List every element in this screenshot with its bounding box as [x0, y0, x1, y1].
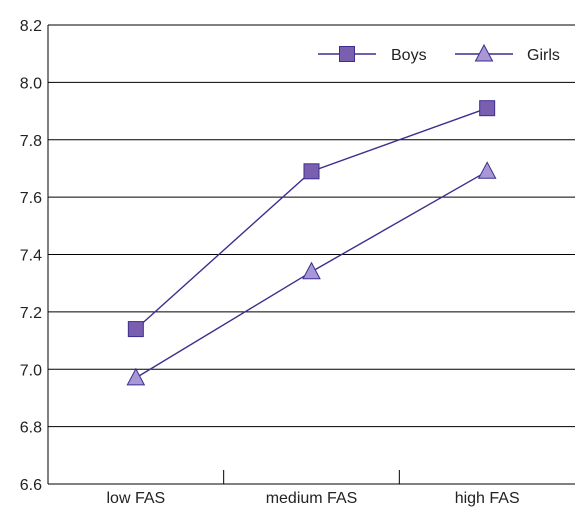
series-group	[126, 100, 497, 386]
legend-label: Boys	[391, 47, 427, 64]
data-point-boys	[479, 100, 496, 117]
legend-marker	[339, 46, 355, 62]
series-girls	[126, 161, 497, 386]
y-tick-label: 7.4	[20, 248, 42, 265]
y-tick-label: 7.6	[20, 190, 42, 207]
data-point-boys	[303, 163, 320, 180]
y-tick-label: 6.8	[20, 420, 42, 437]
series-boys	[127, 100, 496, 338]
data-point-girls	[477, 161, 497, 179]
gridlines	[48, 24, 575, 485]
legend-item-girls: Girls	[455, 43, 560, 64]
y-tick-label: 8.2	[20, 18, 42, 35]
legend-label: Girls	[527, 47, 560, 64]
x-tick-label: high FAS	[455, 490, 520, 507]
y-axis-tick-labels: 6.6 6.8 7.0 7.2 7.4 7.6 7.8 8.0 8.2	[20, 18, 42, 494]
y-tick-label: 7.0	[20, 362, 42, 379]
axes	[47, 25, 400, 484]
y-tick-label: 8.0	[20, 75, 42, 92]
series-line-boys	[135, 107, 488, 330]
y-tick-label: 6.6	[20, 477, 42, 494]
x-tick-label: medium FAS	[266, 490, 358, 507]
data-point-girls	[302, 261, 321, 280]
x-axis-tick-labels: low FAS medium FAS high FAS	[106, 490, 519, 507]
legend: Boys Girls	[318, 43, 560, 64]
x-tick-label: low FAS	[106, 490, 165, 507]
y-tick-label: 7.8	[20, 133, 42, 150]
data-point-boys	[127, 321, 144, 338]
legend-item-boys: Boys	[318, 46, 427, 64]
data-point-girls	[126, 367, 146, 386]
y-tick-label: 7.2	[20, 305, 42, 322]
legend-marker	[474, 43, 494, 62]
